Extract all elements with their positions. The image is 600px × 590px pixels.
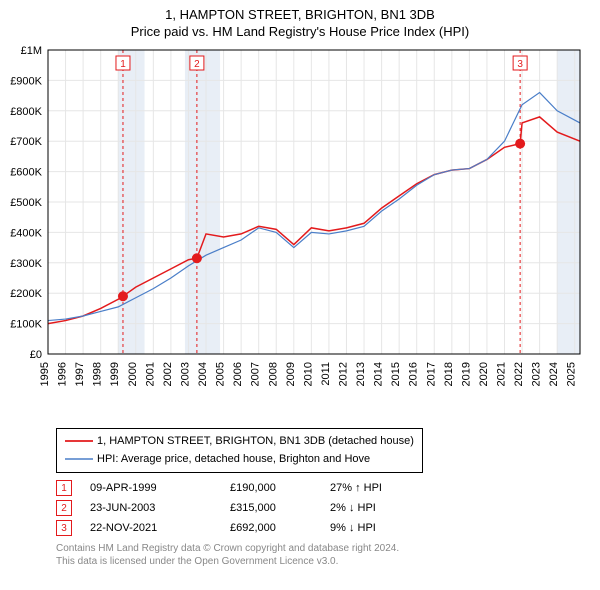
events-table: 1 09-APR-1999 £190,000 27% ↑ HPI 2 23-JU… — [56, 478, 450, 538]
event-row-2: 3 22-NOV-2021 £692,000 9% ↓ HPI — [56, 518, 450, 538]
svg-text:2: 2 — [194, 59, 200, 70]
svg-text:£400K: £400K — [10, 227, 42, 239]
event-price: £190,000 — [230, 482, 330, 494]
svg-text:2017: 2017 — [425, 362, 437, 386]
svg-text:1997: 1997 — [74, 362, 86, 386]
svg-text:2018: 2018 — [443, 362, 455, 386]
svg-text:1: 1 — [120, 59, 126, 70]
svg-text:2019: 2019 — [460, 362, 472, 386]
svg-text:1998: 1998 — [92, 362, 104, 386]
event-price: £315,000 — [230, 502, 330, 514]
event-box-icon: 2 — [56, 500, 72, 516]
svg-text:2023: 2023 — [531, 362, 543, 386]
svg-text:2003: 2003 — [179, 362, 191, 386]
svg-text:2021: 2021 — [496, 362, 508, 386]
svg-text:1995: 1995 — [39, 362, 51, 386]
footer-attribution: Contains HM Land Registry data © Crown c… — [56, 542, 399, 568]
event-date: 23-JUN-2003 — [90, 502, 230, 514]
event-date: 09-APR-1999 — [90, 482, 230, 494]
chart-title-line2: Price paid vs. HM Land Registry's House … — [0, 24, 600, 43]
svg-text:2008: 2008 — [267, 362, 279, 386]
event-diff: 9% ↓ HPI — [330, 522, 450, 534]
svg-text:2016: 2016 — [408, 362, 420, 386]
event-box-icon: 3 — [56, 520, 72, 536]
svg-text:2002: 2002 — [162, 362, 174, 386]
svg-text:£1M: £1M — [21, 45, 42, 57]
event-row-0: 1 09-APR-1999 £190,000 27% ↑ HPI — [56, 478, 450, 498]
arrow-down-icon: ↓ — [349, 502, 355, 514]
svg-text:£500K: £500K — [10, 197, 42, 209]
svg-text:2012: 2012 — [337, 362, 349, 386]
svg-text:2009: 2009 — [285, 362, 297, 386]
svg-text:2011: 2011 — [320, 362, 332, 386]
event-diff: 2% ↓ HPI — [330, 502, 450, 514]
svg-text:2007: 2007 — [250, 362, 262, 386]
svg-text:£900K: £900K — [10, 75, 42, 87]
svg-text:£100K: £100K — [10, 319, 42, 331]
svg-text:£300K: £300K — [10, 258, 42, 270]
svg-text:2006: 2006 — [232, 362, 244, 386]
legend-label-1: HPI: Average price, detached house, Brig… — [97, 453, 370, 465]
svg-text:2014: 2014 — [373, 362, 385, 386]
svg-text:3: 3 — [517, 59, 523, 70]
svg-text:2025: 2025 — [566, 362, 578, 386]
svg-text:2024: 2024 — [548, 362, 560, 386]
chart-plot: £0£100K£200K£300K£400K£500K£600K£700K£80… — [48, 50, 580, 410]
chart-svg: £0£100K£200K£300K£400K£500K£600K£700K£80… — [48, 50, 580, 410]
event-diff: 27% ↑ HPI — [330, 482, 450, 494]
svg-text:2013: 2013 — [355, 362, 367, 386]
legend-box: 1, HAMPTON STREET, BRIGHTON, BN1 3DB (de… — [56, 428, 423, 473]
svg-text:1999: 1999 — [109, 362, 121, 386]
event-date: 22-NOV-2021 — [90, 522, 230, 534]
footer-line1: Contains HM Land Registry data © Crown c… — [56, 542, 399, 555]
svg-text:2005: 2005 — [215, 362, 227, 386]
svg-text:£600K: £600K — [10, 167, 42, 179]
legend-item-0: 1, HAMPTON STREET, BRIGHTON, BN1 3DB (de… — [65, 433, 414, 451]
svg-text:1996: 1996 — [57, 362, 69, 386]
svg-text:2010: 2010 — [302, 362, 314, 386]
arrow-down-icon: ↓ — [349, 522, 355, 534]
svg-text:2022: 2022 — [513, 362, 525, 386]
svg-text:2000: 2000 — [127, 362, 139, 386]
svg-text:£800K: £800K — [10, 106, 42, 118]
event-price: £692,000 — [230, 522, 330, 534]
chart-title-line1: 1, HAMPTON STREET, BRIGHTON, BN1 3DB — [0, 0, 600, 24]
legend-item-1: HPI: Average price, detached house, Brig… — [65, 451, 414, 469]
footer-line2: This data is licensed under the Open Gov… — [56, 555, 399, 568]
event-box-icon: 1 — [56, 480, 72, 496]
arrow-up-icon: ↑ — [355, 482, 361, 494]
legend-label-0: 1, HAMPTON STREET, BRIGHTON, BN1 3DB (de… — [97, 435, 414, 447]
svg-text:2015: 2015 — [390, 362, 402, 386]
svg-text:£700K: £700K — [10, 136, 42, 148]
svg-text:£0: £0 — [30, 349, 42, 361]
svg-text:£200K: £200K — [10, 288, 42, 300]
svg-text:2004: 2004 — [197, 362, 209, 386]
svg-text:2001: 2001 — [144, 362, 156, 386]
svg-text:2020: 2020 — [478, 362, 490, 386]
event-row-1: 2 23-JUN-2003 £315,000 2% ↓ HPI — [56, 498, 450, 518]
